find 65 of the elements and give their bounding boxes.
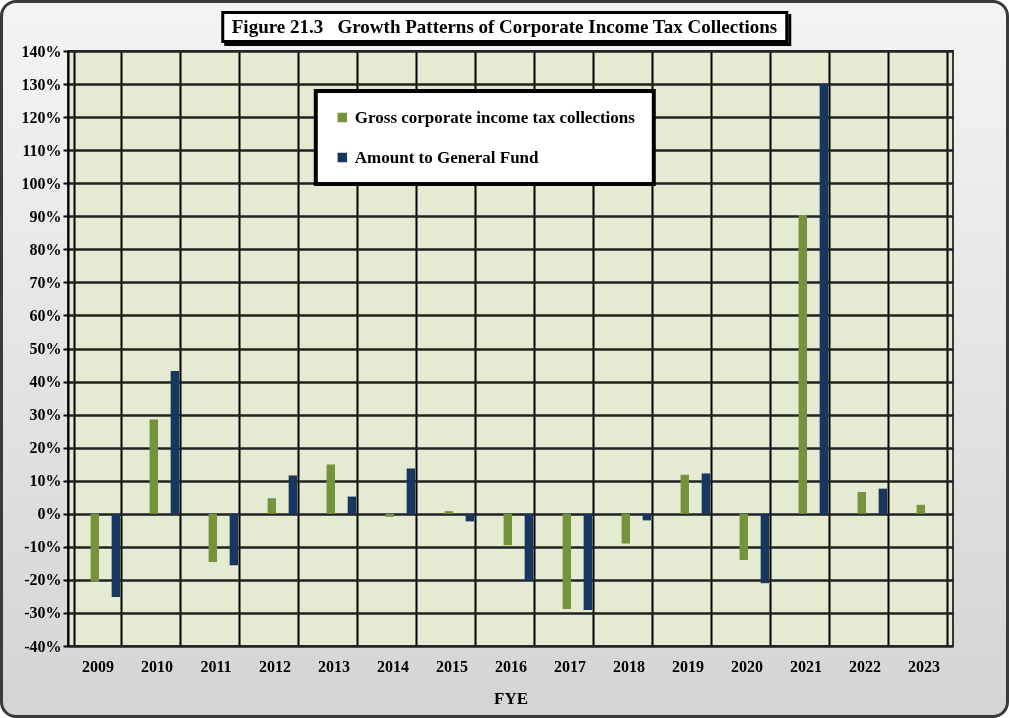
bar bbox=[583, 513, 593, 610]
y-tick-label: 90% bbox=[29, 207, 62, 225]
bar bbox=[170, 370, 180, 514]
x-tick-label: 2009 bbox=[82, 657, 114, 675]
bar bbox=[406, 468, 416, 514]
x-tick-label: 2020 bbox=[731, 657, 763, 675]
y-tick-label: 60% bbox=[29, 306, 62, 324]
x-tick-label: 2019 bbox=[672, 657, 704, 675]
y-tick-label: 100% bbox=[21, 174, 62, 192]
y-tick-label: 110% bbox=[22, 141, 62, 159]
x-tick-label: 2010 bbox=[141, 657, 173, 675]
x-axis-title: FYE bbox=[494, 688, 528, 708]
bar bbox=[878, 488, 888, 514]
bar bbox=[819, 84, 829, 514]
bar bbox=[111, 513, 121, 598]
bar bbox=[267, 498, 277, 514]
y-tick-label: 120% bbox=[21, 108, 62, 126]
x-tick-label: 2023 bbox=[908, 657, 940, 675]
bar bbox=[524, 513, 534, 581]
y-tick-label: 30% bbox=[29, 406, 62, 424]
y-tick-label: 50% bbox=[29, 340, 62, 357]
y-tick-label: 40% bbox=[29, 373, 62, 391]
x-tick-label: 2012 bbox=[259, 657, 291, 675]
y-tick-label: 140% bbox=[21, 42, 62, 60]
bar bbox=[701, 473, 711, 514]
y-tick-label: 70% bbox=[29, 273, 62, 291]
y-tick-label: 130% bbox=[21, 75, 62, 93]
bar bbox=[385, 513, 395, 517]
bar bbox=[208, 513, 218, 563]
x-tick-label: 2013 bbox=[318, 657, 350, 675]
bar bbox=[739, 513, 749, 561]
legend-label: Gross corporate income tax collections bbox=[354, 107, 636, 127]
y-tick-label: 10% bbox=[29, 472, 62, 490]
y-tick-label: -40% bbox=[24, 637, 62, 655]
bar bbox=[288, 475, 298, 514]
x-tick-label: 2022 bbox=[849, 657, 881, 675]
y-tick-label: 20% bbox=[29, 439, 62, 457]
bar bbox=[444, 511, 454, 514]
bar bbox=[680, 474, 690, 514]
bar bbox=[857, 491, 867, 514]
bar bbox=[916, 504, 926, 514]
x-tick-label: 2014 bbox=[377, 657, 409, 675]
bar bbox=[326, 464, 336, 514]
bar bbox=[503, 513, 513, 546]
bar bbox=[90, 513, 100, 582]
y-tick-label: -30% bbox=[24, 604, 62, 622]
bar bbox=[562, 513, 572, 609]
chart-title: Figure 21.3 Growth Patterns of Corporate Income Tax Collections bbox=[220, 11, 789, 43]
y-tick-label: 80% bbox=[29, 240, 62, 258]
x-tick-label: 2021 bbox=[790, 657, 822, 675]
bar bbox=[621, 513, 631, 544]
bar bbox=[149, 419, 159, 514]
y-tick-label: 0% bbox=[37, 505, 62, 523]
y-tick-label: -20% bbox=[24, 571, 62, 589]
legend-label: Amount to General Fund bbox=[354, 147, 540, 167]
x-tick-label: 2018 bbox=[613, 657, 645, 675]
x-tick-label: 2011 bbox=[200, 657, 232, 675]
bar bbox=[798, 214, 808, 514]
bar bbox=[760, 513, 770, 584]
x-tick-label: 2016 bbox=[495, 657, 527, 675]
x-tick-label: 2017 bbox=[554, 657, 586, 675]
x-tick-label: 2015 bbox=[436, 657, 468, 675]
bar bbox=[347, 496, 357, 514]
y-tick-label: -10% bbox=[24, 538, 62, 556]
bar bbox=[229, 513, 239, 566]
